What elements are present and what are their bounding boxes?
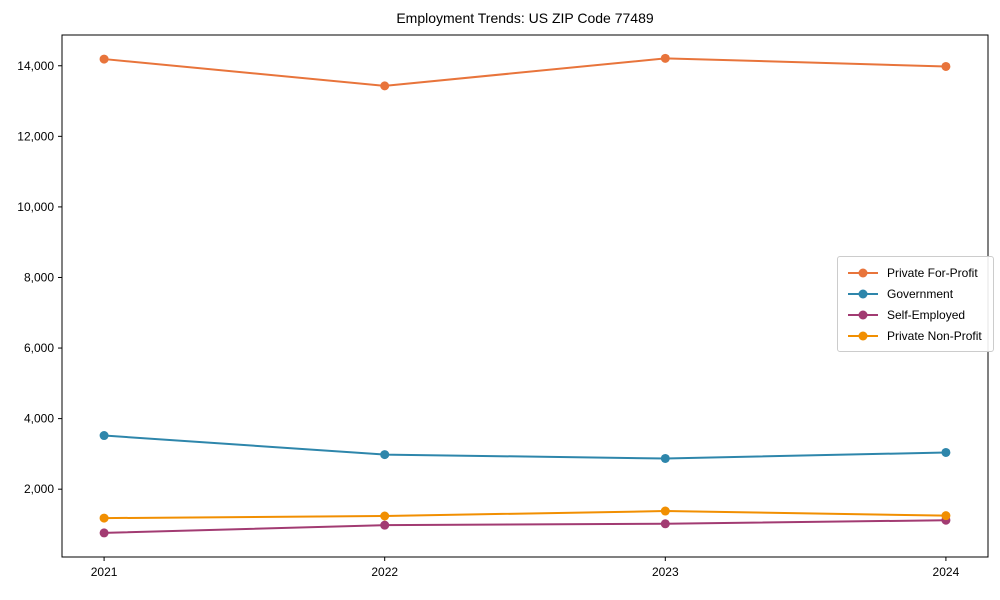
legend-entry-private-for-profit: Private For-Profit [848, 262, 982, 283]
series-line-government [104, 434, 946, 460]
legend-entry-private-non-profit: Private Non-Profit [848, 325, 982, 346]
data-point-government-2023 [660, 453, 670, 463]
x-axis-tick-label: 2021 [91, 565, 118, 579]
legend-marker-icon-private-non-profit [848, 331, 878, 340]
series-line-self-employed [104, 519, 946, 534]
data-point-private-non-profit-2022 [380, 511, 390, 521]
data-point-self-employed-2023 [660, 519, 670, 529]
series-line-private-for-profit [103, 57, 946, 87]
legend-marker-icon-government [848, 289, 878, 298]
y-axis-tick-label: 4,000 [24, 412, 54, 426]
data-point-private-non-profit-2023 [660, 506, 670, 516]
legend-label-private-for-profit: Private For-Profit [887, 265, 978, 280]
data-point-private-non-profit-2024 [941, 511, 951, 521]
data-point-self-employed-2021 [99, 528, 109, 538]
legend-label-government: Government [887, 286, 954, 301]
data-point-private-for-profit-2024 [941, 61, 951, 71]
y-axis-tick-label: 14,000 [17, 59, 54, 73]
legend-label-private-non-profit: Private Non-Profit [887, 328, 982, 343]
x-axis-tick-label: 2023 [652, 565, 679, 579]
chart-title: Employment Trends: US ZIP Code 77489 [396, 10, 654, 26]
legend-dot-self-employed [858, 310, 868, 319]
legend-marker-icon-self-employed [848, 310, 878, 319]
data-point-government-2024 [941, 447, 951, 457]
data-point-private-for-profit-2021 [99, 54, 109, 64]
x-axis-tick-label: 2022 [371, 565, 398, 579]
legend-label-self-employed: Self-Employed [887, 307, 966, 322]
y-axis-tick-label: 2,000 [24, 482, 54, 496]
y-axis-tick-label: 12,000 [17, 129, 54, 143]
legend-dot-private-non-profit [858, 331, 868, 340]
data-point-private-non-profit-2021 [99, 513, 109, 523]
data-point-government-2021 [99, 431, 109, 441]
data-point-government-2022 [380, 450, 390, 460]
y-axis-tick-label: 6,000 [24, 341, 54, 355]
data-point-self-employed-2022 [380, 520, 390, 530]
data-point-private-for-profit-2022 [380, 81, 390, 91]
legend-dot-private-for-profit [858, 268, 868, 277]
legend-dot-government [858, 289, 868, 298]
data-point-private-for-profit-2023 [660, 53, 670, 63]
legend-marker-icon-private-for-profit [848, 268, 878, 277]
y-axis-tick-label: 8,000 [24, 270, 54, 284]
chart-legend: Private For-Profit Government Self-Employe… [837, 256, 994, 352]
series-line-private-non-profit [104, 510, 946, 520]
legend-entry-self-employed: Self-Employed [848, 304, 982, 325]
legend-entry-government: Government [848, 283, 982, 304]
x-axis-tick-label: 2024 [933, 565, 960, 579]
y-axis-tick-label: 10,000 [17, 200, 54, 214]
